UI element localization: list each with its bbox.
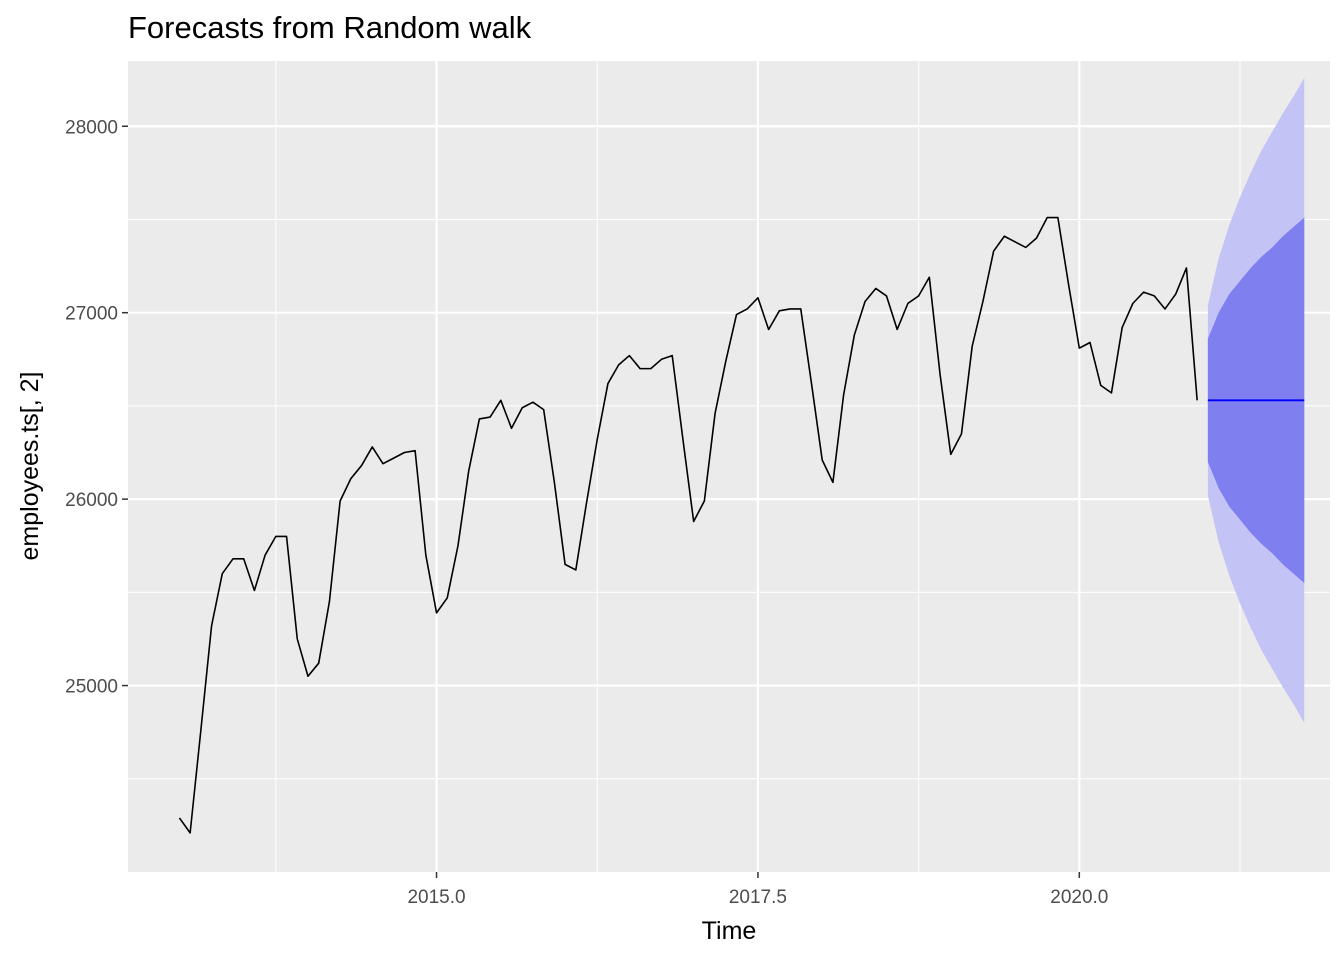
y-tick-label: 26000 [65, 490, 118, 511]
major-gridlines [128, 61, 1330, 872]
y-axis: 25000 26000 27000 28000 [65, 117, 128, 698]
y-axis-title: employees.ts[, 2] [16, 372, 44, 561]
minor-gridlines [128, 61, 1330, 872]
x-tick-label: 2020.0 [1050, 887, 1108, 908]
series-line [178, 216, 1198, 834]
y-tick-label: 28000 [65, 117, 118, 138]
x-axis: 2015.0 2017.5 2020.0 [407, 872, 1108, 908]
y-tick-label: 25000 [65, 677, 118, 698]
series-layer [178, 216, 1198, 834]
plot-panel [128, 61, 1330, 872]
x-tick-label: 2015.0 [407, 887, 465, 908]
x-tick-label: 2017.5 [729, 887, 787, 908]
chart-title: Forecasts from Random walk [128, 10, 532, 45]
y-tick-label: 27000 [65, 304, 118, 325]
x-axis-title: Time [702, 917, 757, 945]
